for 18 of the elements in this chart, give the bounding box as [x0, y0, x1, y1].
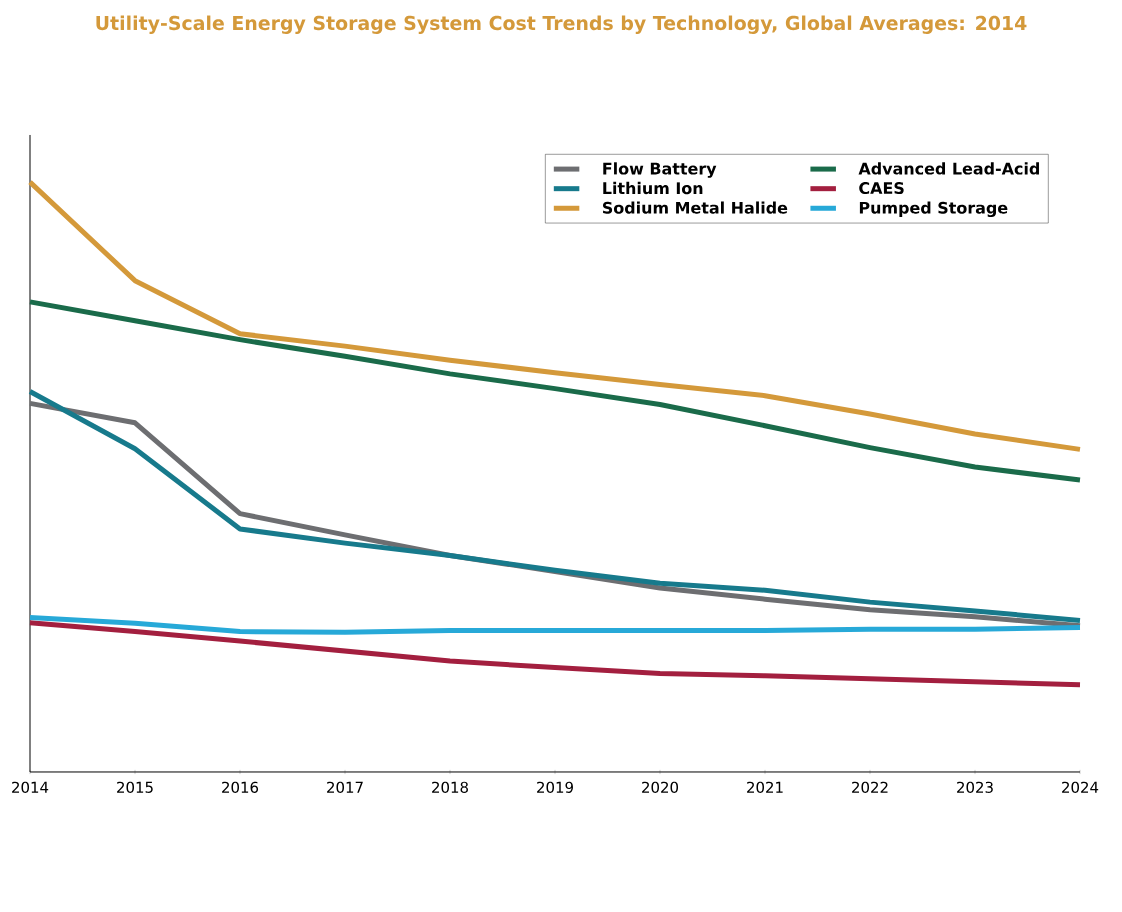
x-tick-label: 2015 — [117, 781, 153, 793]
legend-label: Sodium Metal Halide — [602, 201, 788, 214]
x-tick-label: 2019 — [537, 781, 573, 793]
x-tick-label: 2020 — [642, 781, 679, 793]
legend-label: Advanced Lead-Acid — [858, 162, 1039, 175]
x-tick-label: 2018 — [432, 781, 468, 793]
x-tick-label: 2014 — [12, 781, 49, 793]
x-tick-label: 2021 — [747, 781, 783, 793]
legend-label: CAES — [859, 182, 904, 195]
x-tick-label: 2022 — [852, 781, 888, 793]
x-tick-label: 2016 — [222, 781, 259, 793]
x-tick-label: 2017 — [327, 781, 363, 793]
x-tick-label: 2024 — [1062, 781, 1099, 793]
legend-label: Pumped Storage — [859, 201, 1008, 218]
x-tick-label: 2023 — [957, 781, 993, 793]
legend-label: Flow Battery — [603, 162, 717, 178]
legend-label: Lithium Ion — [603, 181, 703, 195]
chart-title: Utility-Scale Energy Storage System Cost Trends by Technology, Global Averages: 2014 — [96, 15, 1027, 34]
